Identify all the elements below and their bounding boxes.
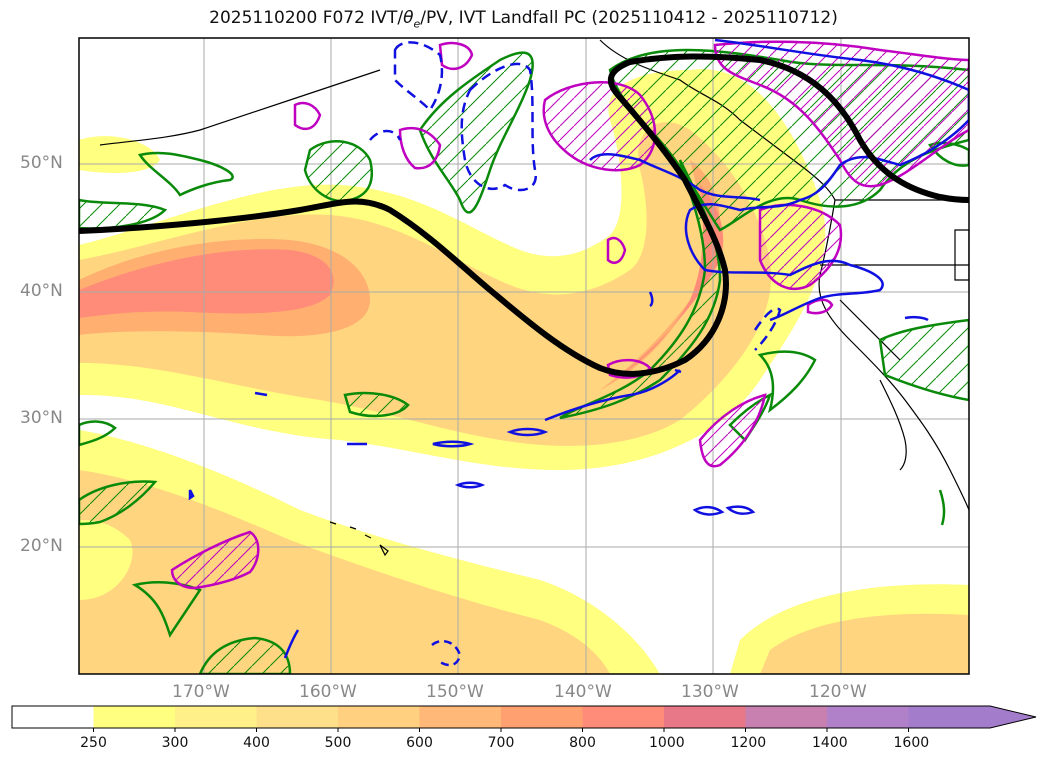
pv-southeast [698, 393, 767, 468]
colorbar-outline [11, 705, 1037, 729]
pv-neg-ne [684, 38, 969, 322]
theta-e-right-small [938, 489, 946, 526]
colorbar-tick-label: 400 [243, 735, 270, 751]
ivt-region-southeast-mid [760, 613, 969, 674]
colorbar-segment [12, 706, 94, 728]
pv-neg-east-small [904, 315, 929, 322]
theta-e-north-central [418, 51, 534, 214]
pv-neg-mid-4b [674, 368, 682, 374]
pv-top-left [438, 41, 474, 71]
colorbar-segment [664, 706, 746, 728]
ivt-region-subtropical-mid [79, 470, 610, 674]
lat-label-50n: 50°N [20, 153, 63, 173]
theta-e-east-southwest [757, 350, 817, 414]
landfall-pc-contour [79, 53, 969, 377]
colorbar-tick-label: 500 [324, 735, 352, 751]
colorbar-tick-label: 1000 [649, 735, 685, 751]
theta-e-mid-pacific [343, 391, 410, 418]
pv-negative-contours [188, 38, 969, 667]
pv-neg-small-2 [188, 489, 195, 501]
colorbar-segment [338, 706, 420, 728]
theta-e-northwest-small [137, 151, 234, 197]
pv-neg-mid-2 [432, 440, 475, 448]
lon-label-140w: 140°W [554, 682, 612, 702]
pv-neg-west-coast [589, 153, 761, 202]
lon-label-150w: 150°W [426, 682, 484, 702]
pv-neg-south-dashed [431, 639, 462, 667]
pv-neg-mid-4 [454, 481, 486, 489]
colorbar-segment [582, 706, 665, 728]
pv-neg-dashed-coast [753, 307, 782, 351]
lat-label-30n: 30°N [20, 408, 63, 428]
lon-label-160w: 160°W [299, 682, 357, 702]
theta-e-east-mexico [878, 318, 969, 402]
colorbar-tick-label: 1200 [730, 735, 767, 751]
lon-label-170w: 170°W [172, 682, 230, 702]
coastline-baja [879, 379, 907, 471]
pv-neg-east-small-2 [648, 291, 654, 308]
pv-east-small [806, 298, 834, 315]
pv-neg-north-small-dashed [369, 129, 402, 141]
pv-neg-center [544, 369, 681, 422]
pv-neg-central-dashed [460, 62, 538, 192]
colorbar [11, 705, 1037, 732]
theta-e-south-blob [131, 581, 202, 638]
pv-neg-small-1 [254, 391, 268, 397]
colorbar-tick-label: 300 [161, 735, 189, 751]
pv-mid-small [606, 236, 627, 264]
theta-e-west-coast-sw [79, 420, 117, 447]
colorbar-tick-label: 250 [80, 735, 107, 751]
coastline-aleutians [99, 69, 381, 146]
colorbar-extend-arrow [908, 706, 1036, 728]
map-frame [78, 37, 970, 675]
colorbar-segment [175, 706, 257, 728]
state-borders [820, 199, 969, 361]
colorbar-tick-label: 700 [487, 735, 515, 751]
ivt-region-west-core [79, 249, 334, 318]
theta-e-west-blob [303, 140, 374, 203]
colorbar-segment [827, 706, 909, 728]
colorbar-segment [745, 706, 828, 728]
colorbar-tick-label: 1600 [893, 735, 930, 751]
hawaii-islands [329, 521, 389, 557]
colorbar-tick-label: 600 [406, 735, 433, 751]
map-title: 2025110200 F072 IVT/θe/PV, IVT Landfall … [209, 8, 838, 31]
pv-small-north [293, 101, 322, 131]
colorbar-segment [419, 706, 502, 728]
colorbar-segment [256, 706, 339, 728]
lat-label-20n: 20°N [20, 536, 63, 556]
pv-southwest [170, 530, 260, 590]
theta-e-south-bottom [198, 636, 292, 674]
pv-positive-contours [170, 40, 969, 590]
colorbar-tick-label: 1400 [812, 735, 848, 751]
pv-coast-blob [758, 203, 843, 291]
colorbar-segment [93, 706, 176, 728]
pv-neg-mid-1 [506, 427, 549, 437]
pv-neg-north-dashed [393, 41, 444, 112]
lon-label-120w: 120°W [809, 682, 867, 702]
lon-label-130w: 130°W [681, 682, 739, 702]
pv-neg-southwest-bottom [283, 629, 300, 659]
pv-near-center [606, 358, 652, 379]
colorbar-tick-label: 800 [569, 735, 596, 751]
pv-north-mid [398, 126, 442, 170]
lat-label-40n: 40°N [20, 281, 63, 301]
theta-e-southwest-blob [79, 480, 158, 526]
colorbar-segment [501, 706, 583, 728]
pv-neg-south [692, 505, 756, 516]
